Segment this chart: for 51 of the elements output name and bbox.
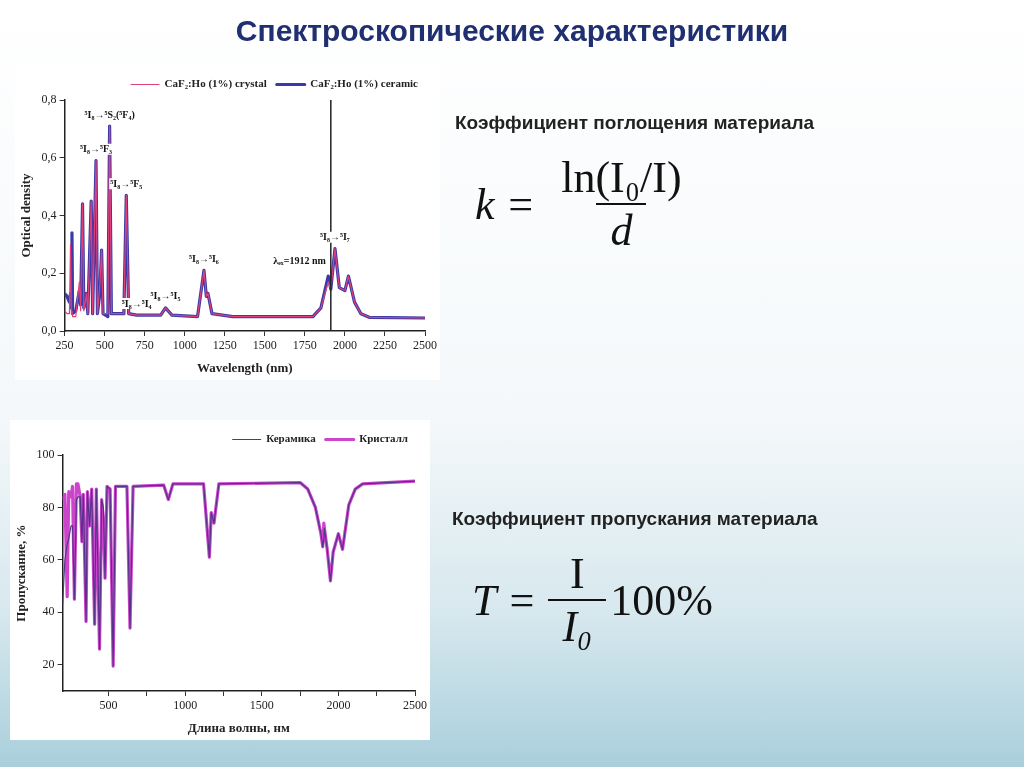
x-tick-label: 750 <box>135 338 154 353</box>
text: ln(I₀/I) <box>560 152 683 203</box>
text: T = <box>472 574 537 626</box>
y-tick-label: 0,0 <box>41 323 57 338</box>
annotation: ⁵I₈→⁵F₃ <box>79 143 112 155</box>
x-tick-label: 500 <box>99 698 118 713</box>
y-tick-label: 80 <box>42 499 55 514</box>
y-tick-label: 20 <box>42 656 55 671</box>
x-tick-label: 250 <box>55 338 74 353</box>
x-tick-label: 2000 <box>332 338 357 353</box>
text: I₀ <box>548 599 607 652</box>
annotation: ⁵I₈→⁵I₄ <box>121 297 152 309</box>
y-axis-title: Пропускание, % <box>13 524 29 622</box>
text: k = <box>475 178 536 230</box>
annotation: ⁵I₈→⁵S₂(⁵F₄) <box>84 108 135 121</box>
x-tick-label: 2500 <box>403 698 427 713</box>
text: Коэффициент пропускания материала <box>452 508 818 530</box>
x-tick-label: 1750 <box>292 338 317 353</box>
x-tick-label: 1500 <box>249 698 274 713</box>
x-tick-label: 1000 <box>172 338 197 353</box>
text: Коэффициент поглощения материала <box>455 112 815 134</box>
text: I <box>569 548 586 599</box>
y-tick-label: 0,8 <box>41 92 57 107</box>
legend-label: CaF₂:Ho (1%) ceramic <box>310 77 419 91</box>
x-tick-label: 2500 <box>413 338 437 353</box>
legend-label: Керамика <box>266 432 317 445</box>
legend-label: CaF₂:Ho (1%) crystal <box>164 77 267 91</box>
annotation: ⁵I₈→⁵I₇ <box>320 231 350 243</box>
annotation: ⁵I₈→⁵F₅ <box>110 177 143 189</box>
x-tick-label: 1250 <box>212 338 237 353</box>
y-tick-label: 0,4 <box>41 207 57 222</box>
text: d <box>596 203 647 256</box>
x-tick-label: 500 <box>95 338 114 353</box>
y-tick-label: 0,6 <box>41 149 57 164</box>
text: 100% <box>610 574 713 626</box>
ref-line-label: λₑₓ=1912 nm <box>273 255 327 267</box>
text: Спектроскопические характеристики <box>234 14 790 48</box>
y-tick-label: 40 <box>42 604 55 619</box>
x-axis-title: Wavelength (nm) <box>196 359 293 375</box>
x-tick-label: 2250 <box>372 338 397 353</box>
y-tick-label: 100 <box>36 447 55 462</box>
x-tick-label: 2000 <box>326 698 351 713</box>
x-tick-label: 1500 <box>252 338 277 353</box>
y-tick-label: 0,2 <box>41 265 57 280</box>
y-tick-label: 60 <box>42 552 55 567</box>
x-axis-title: Длина волны, нм <box>187 719 290 735</box>
x-tick-label: 1000 <box>173 698 198 713</box>
annotation: ⁵I₈→⁵I₅ <box>150 290 181 302</box>
annotation: ⁵I₈→⁵I₆ <box>189 252 219 264</box>
legend-label: Кристалл <box>359 432 409 445</box>
y-axis-title: Optical density <box>18 172 34 258</box>
